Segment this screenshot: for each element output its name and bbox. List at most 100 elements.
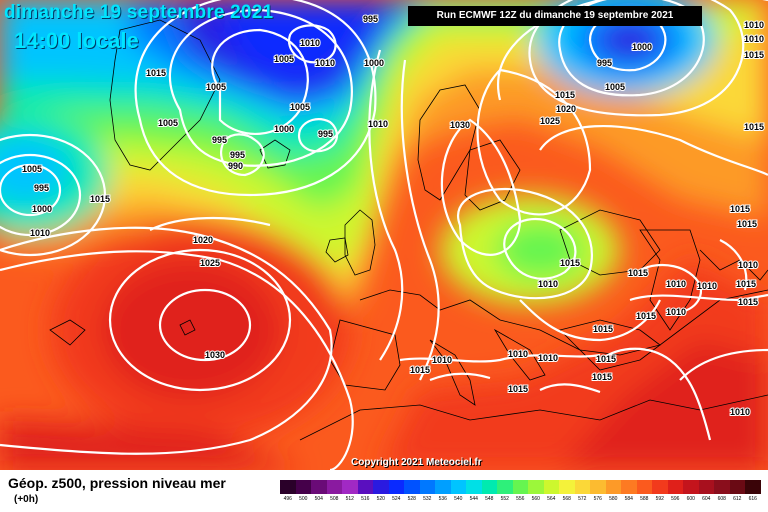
legend-swatch xyxy=(683,480,699,494)
legend-swatch xyxy=(326,480,342,494)
legend-label: 544 xyxy=(469,496,478,502)
isobar-label: 1010 xyxy=(30,228,50,238)
isobar-label: 1015 xyxy=(508,384,528,394)
run-info-box: Run ECMWF 12Z du dimanche 19 septembre 2… xyxy=(408,6,702,26)
legend-swatch xyxy=(481,480,497,494)
legend-label: 500 xyxy=(299,496,308,502)
legend-swatch xyxy=(404,480,420,494)
footer-bar: Géop. z500, pression niveau mer (+0h) 49… xyxy=(0,470,768,512)
legend-label: 588 xyxy=(640,496,649,502)
legend-swatch xyxy=(636,480,652,494)
isobar-label: 1010 xyxy=(744,20,764,30)
isobar-label: 1015 xyxy=(738,297,758,307)
isobar-label: 1010 xyxy=(300,38,320,48)
map-date-title: dimanche 19 septembre 2021 xyxy=(4,2,274,23)
isobar-label: 1015 xyxy=(744,122,764,132)
legend-label: 496 xyxy=(283,496,292,502)
legend-label: 596 xyxy=(671,496,680,502)
isobar-label: 1010 xyxy=(744,34,764,44)
isobar-label: 1015 xyxy=(560,258,580,268)
isobar-label: 1010 xyxy=(538,279,558,289)
legend-swatch xyxy=(574,480,590,494)
legend-label: 540 xyxy=(454,496,463,502)
legend-swatch xyxy=(419,480,435,494)
legend-label: 524 xyxy=(392,496,401,502)
isobar-label: 1030 xyxy=(205,350,225,360)
isobar-label: 1010 xyxy=(538,353,558,363)
legend-label: 600 xyxy=(686,496,695,502)
legend-label: 572 xyxy=(578,496,587,502)
isobar-label: 1015 xyxy=(744,50,764,60)
isobar-label: 1020 xyxy=(193,235,213,245)
isobar-label: 995 xyxy=(230,150,245,160)
legend-label: 556 xyxy=(516,496,525,502)
isobar-label: 995 xyxy=(363,14,378,24)
legend-label: 532 xyxy=(423,496,432,502)
isobar-label: 1010 xyxy=(315,58,335,68)
legend-swatch xyxy=(357,480,373,494)
legend-swatch xyxy=(528,480,544,494)
isobar-label: 1015 xyxy=(593,324,613,334)
isobar-label: 1015 xyxy=(736,279,756,289)
isobar-label: 1005 xyxy=(158,118,178,128)
legend-swatch xyxy=(590,480,606,494)
legend-swatch xyxy=(621,480,637,494)
legend-swatch xyxy=(342,480,358,494)
legend-label: 604 xyxy=(702,496,711,502)
isobar-label: 1010 xyxy=(730,407,750,417)
legend-label: 612 xyxy=(733,496,742,502)
legend-label: 592 xyxy=(655,496,664,502)
geopotential-map: 995 1010 1010 1005 1000 1005 1015 1005 1… xyxy=(0,0,768,470)
isobar-label: 1015 xyxy=(596,354,616,364)
isobar-label: 1015 xyxy=(636,311,656,321)
isobar-label: 1010 xyxy=(666,279,686,289)
legend-swatch xyxy=(652,480,668,494)
isobar-label: 1015 xyxy=(592,372,612,382)
isobars xyxy=(0,0,768,470)
legend-label: 580 xyxy=(609,496,618,502)
legend-swatch xyxy=(497,480,513,494)
isobar-label: 1010 xyxy=(368,119,388,129)
isobar-label: 995 xyxy=(597,58,612,68)
legend-swatch xyxy=(667,480,683,494)
legend-label: 552 xyxy=(500,496,509,502)
isobar-label: 1015 xyxy=(555,90,575,100)
legend-swatch xyxy=(605,480,621,494)
isobar-label: 1005 xyxy=(290,102,310,112)
copyright-text: Copyright 2021 Meteociel.fr xyxy=(351,457,482,468)
isobar-label: 1005 xyxy=(274,54,294,64)
forecast-hour: (+0h) xyxy=(14,494,39,505)
legend-swatch xyxy=(543,480,559,494)
isobar-label: 1015 xyxy=(146,68,166,78)
legend-label: 516 xyxy=(361,496,370,502)
legend-swatch xyxy=(373,480,389,494)
isobar-label: 990 xyxy=(228,161,243,171)
coastlines xyxy=(49,19,768,441)
isobar-label: 995 xyxy=(318,129,333,139)
legend-swatch xyxy=(450,480,466,494)
map-time-title: 14:00 locale xyxy=(14,28,139,53)
legend-swatch xyxy=(388,480,404,494)
legend-swatch xyxy=(559,480,575,494)
isobar-labels: 995 1010 1010 1005 1000 1005 1015 1005 1… xyxy=(21,13,765,418)
legend-label: 512 xyxy=(345,496,354,502)
legend-swatch xyxy=(729,480,745,494)
legend-swatch xyxy=(714,480,730,494)
legend-label: 528 xyxy=(407,496,416,502)
isobar-label: 1020 xyxy=(556,104,576,114)
legend-swatch xyxy=(435,480,451,494)
isobar-label: 1010 xyxy=(508,349,528,359)
isobar-label: 1015 xyxy=(628,268,648,278)
legend-label: 520 xyxy=(376,496,385,502)
isobar-label: 1010 xyxy=(697,281,717,291)
isobar-label: 1000 xyxy=(274,124,294,134)
legend-swatch xyxy=(466,480,482,494)
legend-label: 608 xyxy=(717,496,726,502)
legend-label: 576 xyxy=(593,496,602,502)
legend-label: 536 xyxy=(438,496,447,502)
isobar-label: 1005 xyxy=(206,82,226,92)
isobar-label: 1010 xyxy=(666,307,686,317)
isobar-label: 1030 xyxy=(450,120,470,130)
isobar-label: 1000 xyxy=(364,58,384,68)
